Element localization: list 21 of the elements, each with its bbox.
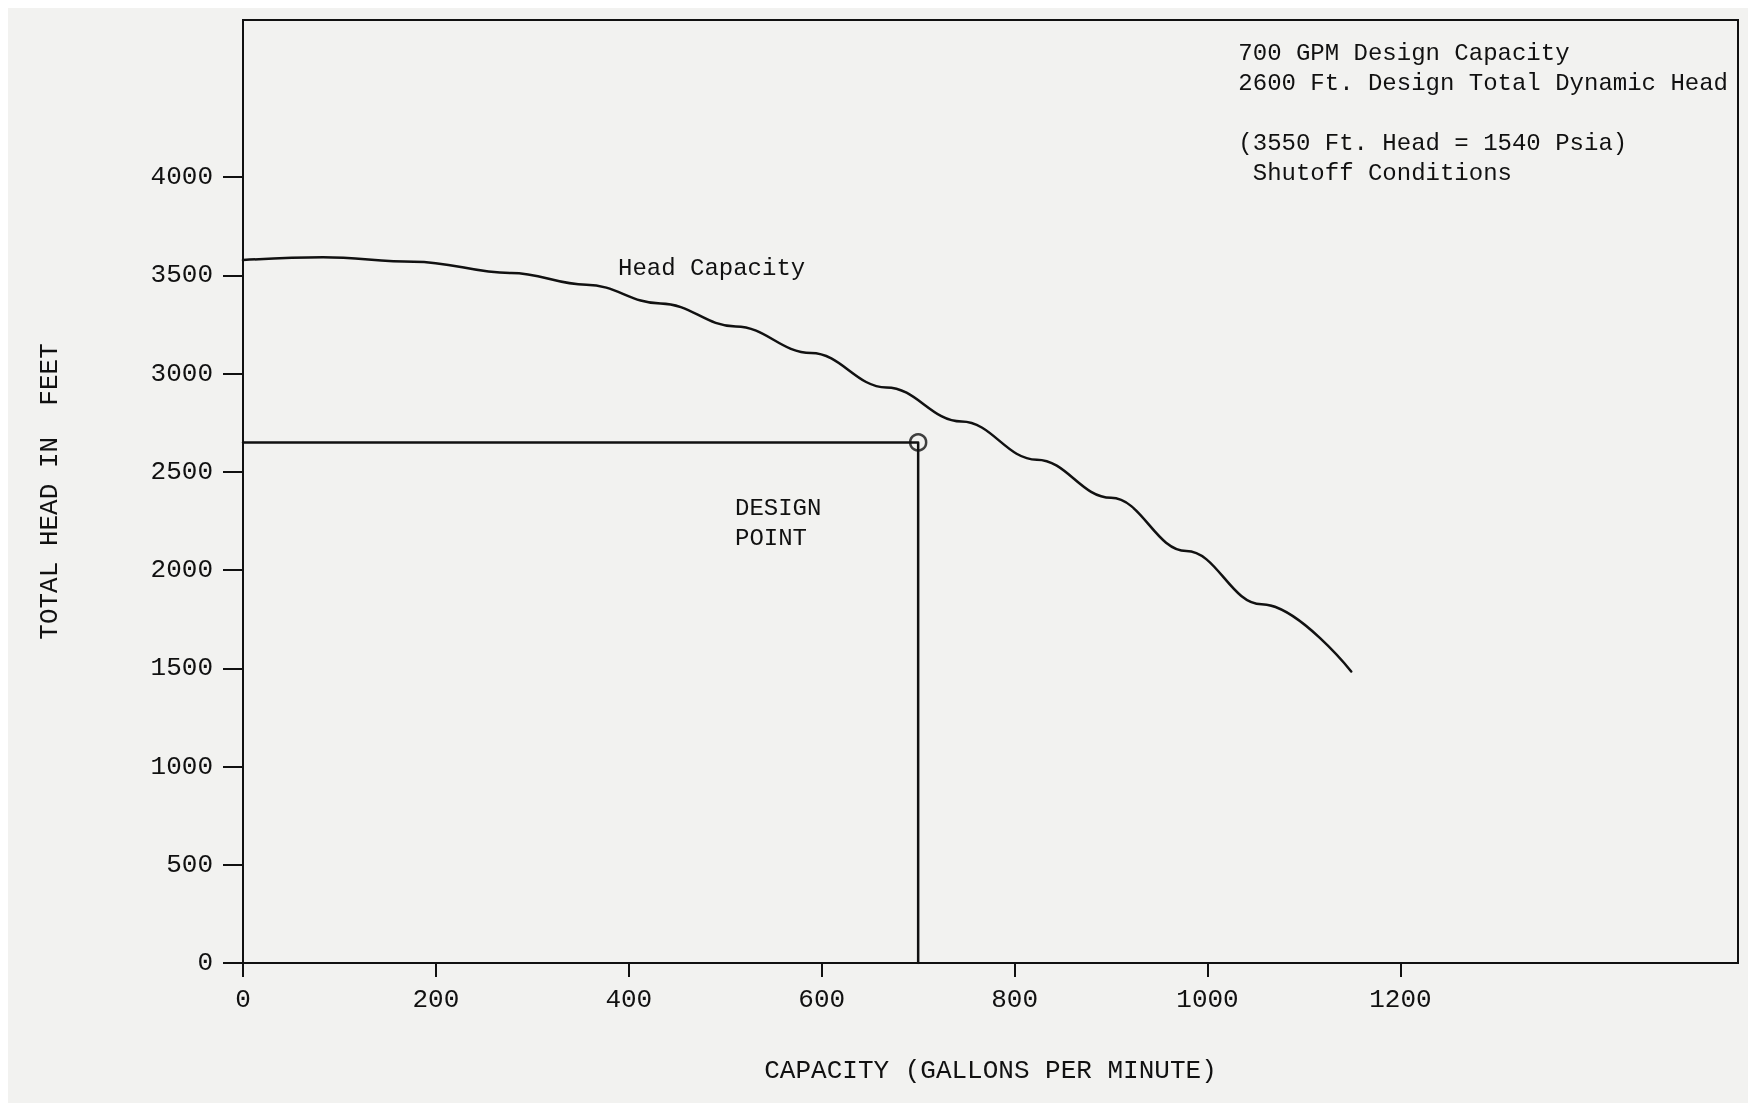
y-axis-title: TOTAL HEAD IN FEET: [35, 343, 65, 640]
x-tick-label: 800: [991, 985, 1039, 1015]
annotation: Head Capacity: [618, 254, 806, 282]
annotation: DESIGN POINT: [735, 494, 822, 552]
y-tick-label: 500: [166, 849, 213, 880]
x-tick-label: 1000: [1176, 985, 1239, 1015]
text: 700 GPM Design Capacity 2600 Ft. Design Total Dynamic Head (3550 Ft. Head = 1540 Psia) Shutoff Conditions: [1238, 39, 1729, 187]
y-tick-label: 2500: [150, 456, 213, 487]
x-tick-label: 1200: [1369, 985, 1432, 1015]
x-tick-label: 400: [605, 985, 653, 1015]
x-tick-label: 600: [798, 985, 846, 1015]
y-tick-label: 1000: [150, 751, 213, 782]
y-tick-label: 3500: [150, 260, 213, 291]
x-axis-title: CAPACITY (GALLONS PER MINUTE): [764, 1056, 1217, 1086]
x-tick-label: 200: [412, 985, 460, 1015]
y-tick-label: 3000: [150, 358, 213, 389]
y-tick-label: 0: [197, 948, 213, 978]
y-tick-label: 2000: [150, 555, 213, 586]
x-tick-label: 0: [235, 985, 251, 1015]
y-tick-label: 4000: [150, 162, 213, 193]
y-tick-label: 1500: [150, 653, 213, 684]
